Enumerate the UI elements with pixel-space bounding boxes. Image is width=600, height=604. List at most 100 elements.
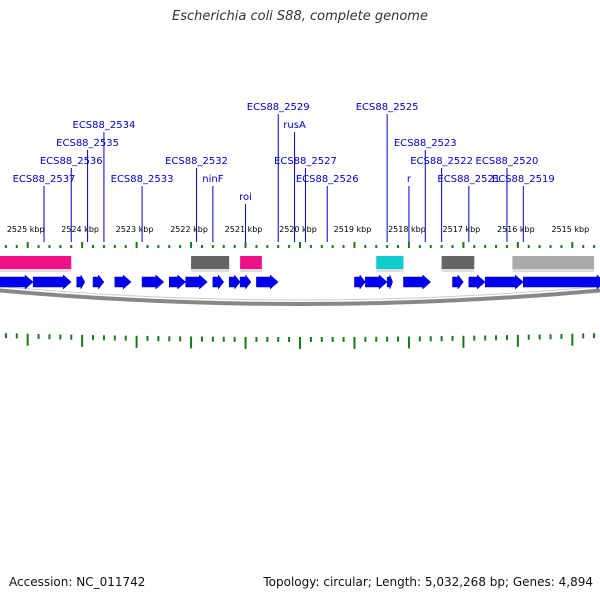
- tick-mark-lower: [81, 334, 84, 347]
- tick-mark: [309, 245, 312, 248]
- tick-mark-lower: [299, 337, 301, 349]
- cds-arrow: [92, 274, 105, 290]
- tick-mark-lower: [200, 336, 203, 342]
- tick-mark: [451, 245, 454, 248]
- tick-label: 2517 kbp: [443, 225, 481, 234]
- cds-arrow: [256, 274, 279, 290]
- tick-mark: [190, 242, 193, 248]
- tick-label: 2519 kbp: [334, 225, 372, 234]
- tick-mark-lower: [549, 334, 552, 340]
- tick-mark: [320, 245, 323, 248]
- feature-box-shadow: [376, 269, 404, 272]
- tick-label: 2525 kbp: [7, 225, 45, 234]
- tick-mark: [527, 245, 530, 248]
- tick-mark-lower: [70, 334, 73, 340]
- backbone-arc: [0, 288, 600, 306]
- cds-arrow: [185, 274, 208, 290]
- tick-mark: [549, 245, 552, 248]
- feature-box: [441, 256, 475, 269]
- tick-mark: [375, 245, 378, 248]
- tick-mark: [516, 242, 519, 248]
- tick-mark-lower: [353, 336, 356, 349]
- cds-arrow: [354, 274, 366, 290]
- tick-mark-lower: [560, 333, 563, 339]
- cds-track: [0, 274, 600, 290]
- tick-mark: [418, 245, 421, 248]
- tick-label: 2516 kbp: [497, 225, 535, 234]
- tick-mark: [102, 245, 105, 248]
- accession-label: Accession: NC_011742: [9, 575, 146, 589]
- cds-arrow: [212, 274, 225, 290]
- tick-mark: [81, 242, 84, 248]
- gene-label: ECS88_2523: [394, 138, 457, 149]
- tick-mark: [26, 242, 29, 248]
- feature-box: [240, 256, 262, 269]
- tick-mark-lower: [146, 335, 149, 341]
- gene-label: ECS88_2534: [73, 120, 136, 131]
- tick-mark-lower: [571, 333, 574, 346]
- tick-mark: [200, 245, 203, 248]
- tick-mark-lower: [190, 336, 193, 349]
- genome-summary: Topology: circular; Length: 5,032,268 bp…: [263, 575, 593, 589]
- tick-mark: [342, 245, 345, 248]
- tick-mark-lower: [92, 335, 95, 341]
- tick-mark: [222, 245, 225, 248]
- tick-mark-lower: [157, 336, 160, 342]
- tick-mark-lower: [331, 336, 334, 342]
- tick-mark: [407, 242, 410, 248]
- tick-mark: [473, 245, 476, 248]
- tick-mark-lower: [59, 334, 62, 340]
- tick-mark-lower: [593, 333, 596, 339]
- tick-mark-lower: [37, 333, 40, 339]
- cds-arrow: [484, 274, 524, 290]
- tick-mark: [211, 245, 214, 248]
- tick-mark-lower: [484, 335, 487, 341]
- feature-box: [191, 256, 230, 269]
- tick-mark: [582, 245, 585, 248]
- tick-marks: 2525 kbp 2524 kbp 2523 kbp 2522 kbp 2521 kbp…: [4, 225, 596, 349]
- gene-label: ECS88_2533: [111, 174, 174, 185]
- tick-mark-lower: [582, 333, 585, 339]
- tick-mark: [429, 245, 432, 248]
- feature-box-shadow: [512, 269, 595, 272]
- cds-arrow: [0, 274, 34, 290]
- tick-mark: [124, 245, 127, 248]
- tick-mark: [331, 245, 334, 248]
- tick-mark-lower: [222, 336, 225, 342]
- tick-mark-lower: [266, 336, 269, 342]
- tick-mark: [266, 245, 269, 248]
- tick-mark-lower: [418, 336, 421, 342]
- tick-mark-lower: [277, 336, 280, 342]
- tick-mark: [462, 242, 465, 248]
- tick-mark-lower: [320, 336, 323, 342]
- tick-mark: [397, 245, 400, 248]
- tick-mark-lower: [495, 335, 498, 341]
- tick-mark-lower: [48, 334, 51, 340]
- gene-labels: ECS88_2537 ECS88_2536 ECS88_2535 ECS88_2534…: [13, 102, 555, 242]
- tick-mark-lower: [26, 333, 29, 346]
- cds-arrow: [386, 274, 393, 290]
- cds-arrow: [365, 274, 388, 290]
- tick-mark-lower: [168, 336, 171, 342]
- tick-mark: [495, 245, 498, 248]
- tick-mark-lower: [113, 335, 116, 341]
- tick-label: 2523 kbp: [116, 225, 154, 234]
- tick-label: 2524 kbp: [61, 225, 99, 234]
- cds-arrow: [141, 274, 165, 290]
- feature-box: [376, 256, 404, 269]
- tick-mark-lower: [375, 336, 378, 342]
- cds-arrow: [114, 274, 132, 290]
- tick-mark-lower: [288, 336, 291, 342]
- tick-mark-lower: [397, 336, 400, 342]
- feature-box-shadow: [441, 269, 475, 272]
- gene-label: ECS88_2519: [492, 174, 555, 185]
- tick-mark: [255, 245, 258, 248]
- cds-arrow: [76, 274, 86, 290]
- tick-mark: [37, 245, 40, 248]
- tick-mark: [484, 245, 487, 248]
- tick-label: 2515 kbp: [551, 225, 589, 234]
- feature-track: [0, 256, 595, 272]
- gene-label: rusA: [283, 120, 306, 131]
